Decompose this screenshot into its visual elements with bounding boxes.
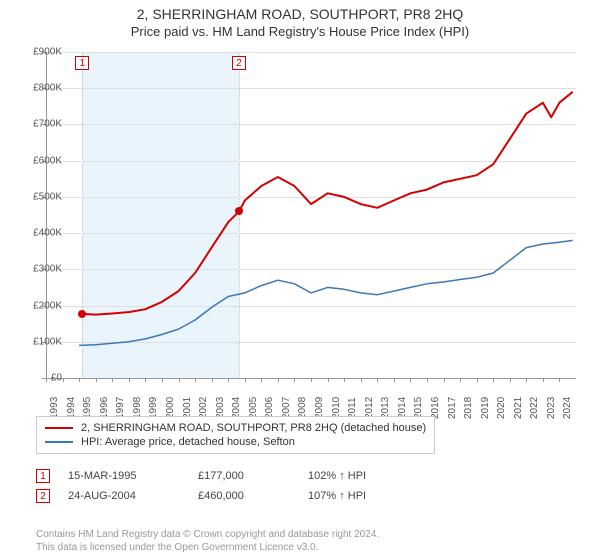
- sales-row-date: 15-MAR-1995: [68, 470, 198, 482]
- legend-item: 2, SHERRINGHAM ROAD, SOUTHPORT, PR8 2HQ …: [45, 421, 426, 435]
- x-tick-label: 2021: [513, 397, 524, 419]
- x-tick-label: 2019: [480, 397, 491, 419]
- x-tick-label: 2022: [529, 397, 540, 419]
- x-tick-label: 2020: [496, 397, 507, 419]
- series-line: [82, 92, 572, 315]
- footer-line-2: This data is licensed under the Open Gov…: [36, 541, 379, 554]
- sales-row-date: 24-AUG-2004: [68, 490, 198, 502]
- sales-row-price: £177,000: [198, 470, 308, 482]
- sale-marker-box: 2: [232, 56, 246, 70]
- x-tick-label: 2023: [546, 397, 557, 419]
- sales-row-price: £460,000: [198, 490, 308, 502]
- legend-label: HPI: Average price, detached house, Seft…: [81, 436, 295, 448]
- sale-dot: [235, 207, 243, 215]
- legend-label: 2, SHERRINGHAM ROAD, SOUTHPORT, PR8 2HQ …: [81, 422, 426, 434]
- sales-row-marker: 2: [36, 489, 50, 503]
- x-tick-label: 2018: [463, 397, 474, 419]
- chart-title: 2, SHERRINGHAM ROAD, SOUTHPORT, PR8 2HQ: [0, 0, 600, 22]
- sales-row-hpi: 107% ↑ HPI: [308, 490, 428, 502]
- sales-row: 1 15-MAR-1995£177,000102% ↑ HPI: [36, 466, 428, 486]
- chart-subtitle: Price paid vs. HM Land Registry's House …: [0, 22, 600, 45]
- sales-row-hpi: 102% ↑ HPI: [308, 470, 428, 482]
- x-tick-label: 2024: [562, 397, 573, 419]
- chart-series: [46, 52, 576, 378]
- series-line: [79, 240, 573, 345]
- sale-dot: [78, 310, 86, 318]
- sales-row: 2 24-AUG-2004£460,000107% ↑ HPI: [36, 486, 428, 506]
- sales-table: 1 15-MAR-1995£177,000102% ↑ HPI 2 24-AUG-20…: [36, 466, 428, 506]
- legend-swatch: [45, 427, 73, 429]
- footer-attribution: Contains HM Land Registry data © Crown c…: [36, 528, 379, 554]
- footer-line-1: Contains HM Land Registry data © Crown c…: [36, 528, 379, 541]
- sales-row-marker: 1: [36, 469, 50, 483]
- sale-marker-box: 1: [75, 56, 89, 70]
- legend: 2, SHERRINGHAM ROAD, SOUTHPORT, PR8 2HQ …: [36, 416, 435, 454]
- x-tick-label: 2017: [447, 397, 458, 419]
- legend-item: HPI: Average price, detached house, Seft…: [45, 435, 426, 449]
- legend-swatch: [45, 441, 73, 443]
